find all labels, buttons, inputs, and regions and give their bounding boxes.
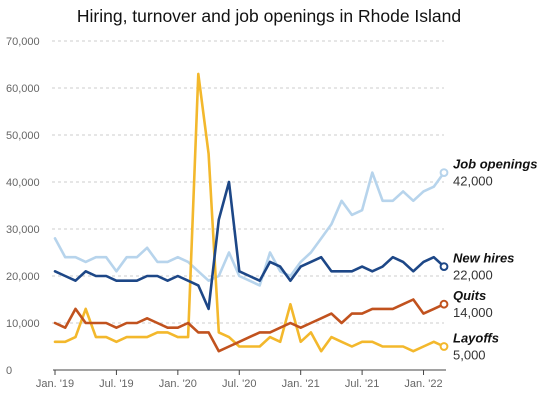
gridlines (52, 40, 444, 324)
y-tick-label: 10,000 (6, 318, 40, 330)
job-openings-label: Job openings (453, 157, 538, 172)
job-openings-value: 42,000 (453, 174, 493, 189)
series-labels: Job openings 42,000 New hires 22,000 Quits 14… (453, 157, 538, 363)
quits-value: 14,000 (453, 305, 493, 320)
series-lines (53, 72, 449, 353)
new-hires-end-marker (439, 262, 449, 272)
y-tick-label: 40,000 (6, 177, 40, 189)
y-axis-tick-labels: 0 10,000 20,000 30,000 40,000 50,000 60,000 70,… (6, 36, 40, 377)
quits-end-marker (439, 299, 449, 309)
y-tick-label: 20,000 (6, 271, 40, 283)
y-tick-label: 50,000 (6, 130, 40, 142)
layoffs-line (53, 72, 446, 353)
layoffs-value: 5,000 (453, 348, 486, 363)
x-tick-label: Jul. '19 (99, 378, 134, 390)
x-axis: Jan. '19 Jul. '19 Jan. '20 Jul. '20 Jan. '21… (36, 369, 446, 390)
x-tick-label: Jan. '19 (36, 378, 74, 390)
quits-line (53, 298, 446, 353)
x-tick-label: Jul. '21 (345, 378, 380, 390)
x-tick-label: Jan. '20 (159, 378, 197, 390)
y-tick-label: 30,000 (6, 224, 40, 236)
x-tick-label: Jan. '21 (282, 378, 320, 390)
layoffs-label: Layoffs (453, 331, 499, 346)
job-openings-end-marker (439, 168, 449, 178)
y-tick-label: 0 (6, 365, 12, 377)
y-tick-label: 60,000 (6, 83, 40, 95)
quits-label: Quits (453, 288, 486, 303)
x-tick-label: Jan. '22 (404, 378, 442, 390)
x-tick-label: Jul. '20 (222, 378, 257, 390)
chart-title: Hiring, turnover and job openings in Rho… (76, 6, 462, 26)
layoffs-end-marker (439, 342, 449, 351)
new-hires-line (53, 180, 446, 311)
new-hires-label: New hires (453, 251, 514, 266)
y-tick-label: 70,000 (6, 36, 40, 48)
job-openings-line (53, 171, 446, 287)
new-hires-value: 22,000 (453, 268, 493, 283)
